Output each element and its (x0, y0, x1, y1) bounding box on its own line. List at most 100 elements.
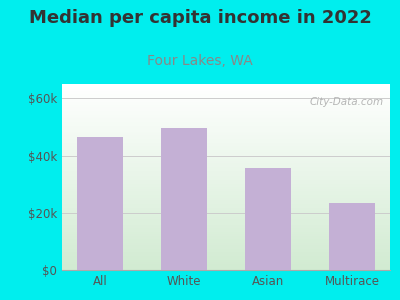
Bar (62, 157, 390, 158)
Bar (62, 240, 390, 242)
Bar (62, 268, 390, 270)
Text: City-Data.com: City-Data.com (309, 97, 384, 107)
Bar (62, 173, 390, 175)
Bar (62, 168, 390, 169)
Bar (161, 128, 207, 270)
Bar (62, 208, 390, 211)
Bar (62, 194, 390, 196)
Bar (62, 125, 390, 127)
Bar (62, 171, 390, 173)
Bar (62, 103, 390, 104)
Bar (62, 235, 390, 236)
Bar (62, 119, 390, 121)
Bar (62, 253, 390, 255)
Bar (62, 251, 390, 253)
Bar (62, 197, 390, 199)
Bar (62, 121, 390, 123)
Bar (62, 118, 390, 119)
Bar (62, 138, 390, 140)
Text: Median per capita income in 2022: Median per capita income in 2022 (28, 9, 372, 27)
Bar (62, 257, 390, 259)
Bar (62, 196, 390, 197)
Bar (62, 158, 390, 160)
Bar (245, 168, 291, 270)
Bar (62, 90, 390, 92)
Bar (62, 86, 390, 88)
Bar (62, 224, 390, 225)
Bar (62, 205, 390, 207)
Bar (62, 106, 390, 108)
Bar (62, 259, 390, 261)
Bar (62, 177, 390, 179)
Bar (62, 162, 390, 164)
Bar (62, 146, 390, 147)
Bar (62, 244, 390, 246)
Bar (62, 153, 390, 155)
Bar (62, 142, 390, 143)
Bar (62, 233, 390, 235)
Bar (62, 229, 390, 231)
Bar (62, 211, 390, 212)
Bar (62, 261, 390, 262)
Bar (62, 160, 390, 162)
Bar (62, 220, 390, 222)
Bar (62, 214, 390, 216)
Bar (62, 179, 390, 181)
Bar (62, 227, 390, 229)
Bar (62, 134, 390, 136)
Bar (62, 99, 390, 101)
Bar (62, 104, 390, 106)
Bar (62, 231, 390, 233)
Bar (77, 137, 123, 270)
Bar (62, 110, 390, 112)
Bar (62, 151, 390, 153)
Bar (62, 116, 390, 118)
Bar (62, 92, 390, 93)
Bar (62, 164, 390, 166)
Bar (62, 132, 390, 134)
Bar (62, 127, 390, 129)
Bar (62, 93, 390, 95)
Bar (62, 222, 390, 224)
Bar (62, 108, 390, 110)
Bar (62, 238, 390, 240)
Bar (62, 246, 390, 248)
Bar (62, 169, 390, 171)
Bar (62, 218, 390, 220)
Bar (62, 129, 390, 130)
Bar (62, 147, 390, 149)
Text: Four Lakes, WA: Four Lakes, WA (147, 54, 253, 68)
Bar (62, 250, 390, 251)
Bar (62, 255, 390, 257)
Bar (62, 203, 390, 205)
Bar (62, 143, 390, 146)
Bar (62, 88, 390, 90)
Bar (62, 112, 390, 114)
Bar (62, 188, 390, 190)
Bar (62, 186, 390, 188)
Bar (62, 242, 390, 244)
Bar (62, 192, 390, 194)
Bar (62, 225, 390, 227)
Bar (62, 123, 390, 125)
Bar (329, 203, 375, 270)
Bar (62, 101, 390, 103)
Bar (62, 266, 390, 268)
Bar (62, 95, 390, 97)
Bar (62, 140, 390, 142)
Bar (62, 166, 390, 168)
Bar (62, 248, 390, 250)
Bar (62, 236, 390, 238)
Bar (62, 175, 390, 177)
Bar (62, 212, 390, 214)
Bar (62, 207, 390, 208)
Bar (62, 136, 390, 138)
Bar (62, 155, 390, 157)
Bar (62, 216, 390, 218)
Bar (62, 190, 390, 192)
Bar (62, 262, 390, 264)
Bar (62, 130, 390, 132)
Bar (62, 183, 390, 184)
Bar (62, 181, 390, 183)
Bar (62, 84, 390, 86)
